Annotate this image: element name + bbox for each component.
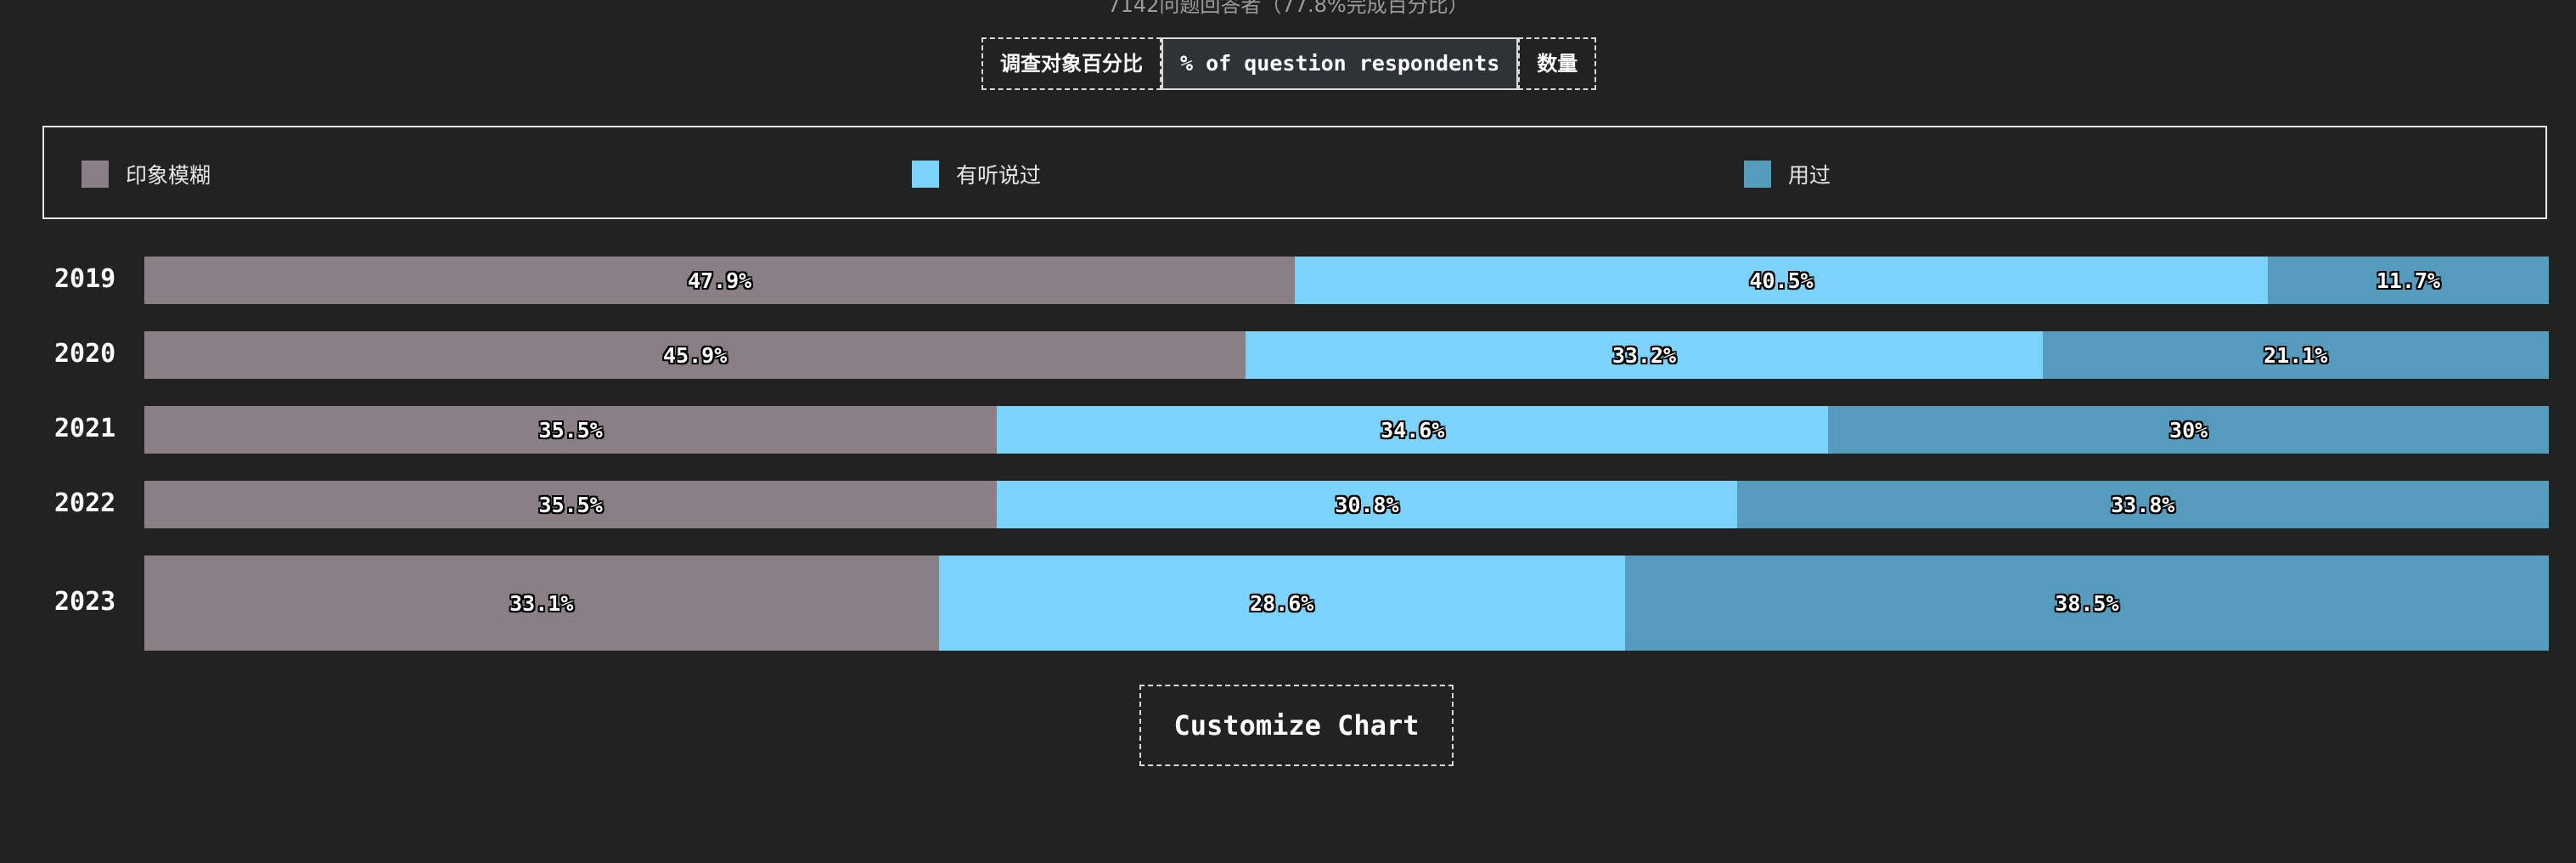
toggle-count[interactable]: 数量 [1518,37,1597,90]
bar-segment-2019-0[interactable]: 47.9% [144,257,1296,304]
bar-data-label: 21.1% [2264,342,2328,368]
row-label-2021: 2021 [54,414,116,443]
bar-segment-2020-0[interactable]: 45.9% [144,331,1246,379]
bar-segment-2023-0[interactable]: 33.1% [144,556,939,651]
bar-segment-2022-1[interactable]: 30.8% [997,481,1737,528]
legend-swatch-heard [912,161,939,188]
bar-data-label: 45.9% [663,342,728,368]
bar-segment-2020-2[interactable]: 21.1% [2042,331,2549,379]
bar-data-label: 30% [2169,417,2208,443]
bar-segment-2022-0[interactable]: 35.5% [144,481,998,528]
legend-label-used: 用过 [1788,163,1831,188]
legend-swatch-used [1744,161,1771,188]
bar-data-label: 35.5% [538,417,603,443]
row-label-2023: 2023 [54,587,116,617]
chart-subtitle: 7142问题回答者（77.8%完成百分比） [1107,0,1469,17]
chart-legend: 印象模糊 有听说过 用过 [42,126,2547,219]
legend-item-heard[interactable]: 有听说过 [912,160,1041,189]
row-label-2020: 2020 [54,339,116,369]
row-label-2019: 2019 [54,264,116,294]
bar-segment-2023-1[interactable]: 28.6% [938,556,1625,651]
toggle-percent-respondents-zh[interactable]: 调查对象百分比 [981,37,1161,90]
bar-data-label: 47.9% [687,268,752,293]
legend-label-heard: 有听说过 [956,163,1042,188]
bar-segment-2019-2[interactable]: 11.7% [2267,257,2549,304]
legend-swatch-vague [82,161,109,188]
metric-toggle: 调查对象百分比 % of question respondents 数量 [981,37,1597,90]
bar-segment-2020-1[interactable]: 33.2% [1246,331,2043,379]
bar-segment-2019-1[interactable]: 40.5% [1295,257,2268,304]
legend-item-vague[interactable]: 印象模糊 [82,160,211,189]
bar-data-label: 38.5% [2055,590,2119,616]
bar-segment-2023-2[interactable]: 38.5% [1624,556,2549,651]
bar-data-label: 30.8% [1335,492,1399,517]
bar-segment-2021-2[interactable]: 30% [1828,406,2549,454]
legend-item-used[interactable]: 用过 [1744,160,1831,189]
bar-data-label: 34.6% [1381,417,1445,443]
bar-data-label: 28.6% [1250,590,1314,616]
bar-data-label: 35.5% [538,492,603,517]
legend-label-vague: 印象模糊 [126,163,211,188]
bar-data-label: 11.7% [2376,268,2441,293]
row-label-2022: 2022 [54,488,116,518]
bar-segment-2021-1[interactable]: 34.6% [997,406,1829,454]
bar-data-label: 33.1% [509,590,574,616]
bar-segment-2022-2[interactable]: 33.8% [1736,481,2549,528]
bar-data-label: 33.2% [1611,342,1677,368]
toggle-percent-question-respondents[interactable]: % of question respondents [1161,37,1519,90]
bar-data-label: 40.5% [1749,268,1814,293]
bar-data-label: 33.8% [2111,492,2175,517]
customize-chart-button[interactable]: Customize Chart [1139,685,1454,766]
bar-segment-2021-0[interactable]: 35.5% [144,406,998,454]
